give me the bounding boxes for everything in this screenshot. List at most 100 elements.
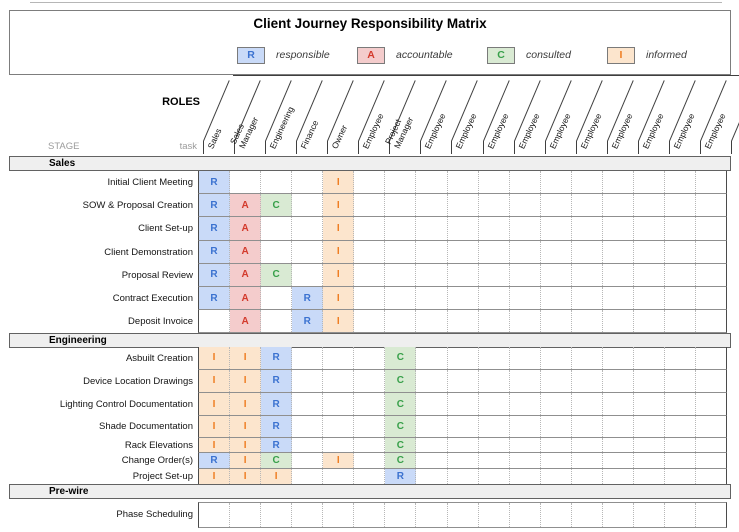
raci-mark-c: C [272, 269, 280, 281]
matrix-cell [261, 286, 293, 310]
raci-mark-i: I [212, 398, 216, 410]
task-row: SOW & Proposal Creation R A C I [0, 194, 739, 218]
raci-mark-i: I [336, 176, 340, 188]
matrix-cell: C [385, 438, 417, 453]
header-stub-line [265, 141, 267, 154]
raci-mark-r: R [210, 199, 218, 211]
matrix-cell [572, 217, 603, 240]
role-header-sales-manager: Sales Manager [227, 115, 260, 150]
raci-mark-a: A [241, 199, 249, 211]
matrix-cell [261, 217, 293, 240]
header-stub-line [699, 141, 701, 154]
role-header-employee: Employee [609, 111, 635, 150]
raci-mark-r: R [272, 398, 280, 410]
header-top-line [233, 75, 739, 76]
section-banner-engineering: Engineering [9, 333, 731, 349]
header-stub-line [606, 141, 608, 154]
matrix-cell [541, 438, 572, 453]
raci-mark-i: I [212, 470, 216, 482]
matrix-cell [292, 392, 324, 416]
matrix-cell [572, 194, 603, 217]
matrix-cell [572, 438, 603, 453]
matrix-cell: C [385, 453, 417, 469]
raci-mark-i: I [243, 455, 247, 467]
matrix-cell [603, 240, 634, 263]
header-stub-line [327, 141, 329, 154]
matrix-cell [541, 240, 572, 263]
raci-mark-r: R [272, 352, 280, 364]
matrix-cell: I [199, 346, 231, 369]
matrix-cell [448, 286, 479, 310]
raci-mark-r: R [210, 246, 218, 258]
matrix-cell: I [199, 469, 231, 484]
raci-mark-i: I [243, 421, 247, 433]
raci-mark-r: R [272, 421, 280, 433]
section-grid-engineering: Asbuilt Creation I I R C Device Location Draw… [0, 346, 739, 485]
header-stub-line [637, 141, 639, 154]
matrix-cell [448, 416, 479, 438]
matrix-cell: R [199, 453, 231, 469]
matrix-cell: C [385, 369, 417, 392]
legend-label-consulted: consulted [526, 49, 571, 61]
matrix-cell: I [261, 469, 293, 484]
matrix-cell [448, 392, 479, 416]
roles-corner-label: ROLES [162, 96, 200, 108]
matrix-cell [541, 453, 572, 469]
raci-mark-c: C [396, 398, 405, 410]
matrix-cell: R [261, 346, 293, 369]
header-stub-line [203, 141, 204, 154]
matrix-cell: I [323, 240, 355, 263]
section-grid-pre-wire: Phase Scheduling [0, 501, 739, 528]
matrix-cell [479, 240, 510, 263]
raci-mark-c: C [396, 421, 405, 433]
matrix-cell [510, 369, 541, 392]
matrix-cell [448, 263, 479, 286]
matrix-cell: I [230, 369, 262, 392]
matrix-cell [479, 438, 510, 453]
matrix-cell [541, 263, 572, 286]
matrix-cell [634, 346, 665, 369]
matrix-cell [416, 438, 448, 453]
header-stub-line [234, 141, 236, 154]
matrix-cell: I [323, 263, 355, 286]
matrix-cell [510, 392, 541, 416]
matrix-cell [541, 217, 572, 240]
matrix-cell [323, 369, 355, 392]
matrix-cell [603, 438, 634, 453]
matrix-cell [541, 502, 572, 527]
matrix-cell [416, 392, 448, 416]
matrix-cell [510, 453, 541, 469]
raci-mark-i: I [336, 292, 340, 304]
header-stub-line [451, 141, 453, 154]
matrix-cell: C [385, 416, 417, 438]
matrix-cell [603, 416, 634, 438]
raci-mark-i: I [243, 398, 247, 410]
raci-mark-i: I [243, 470, 247, 482]
matrix-cell [696, 287, 726, 309]
task-row: Shade Documentation I I R C [0, 416, 739, 439]
matrix-cell [696, 347, 726, 369]
matrix-cell [603, 392, 634, 416]
raci-mark-c: C [396, 375, 405, 387]
role-header-employee: Employee [422, 111, 448, 150]
legend-label-accountable: accountable [396, 49, 453, 61]
matrix-cell [665, 240, 696, 263]
header-slant-line [731, 80, 739, 142]
matrix-cell [416, 286, 448, 310]
task-row: Change Order(s) R I C I C [0, 453, 739, 470]
matrix-cell [385, 310, 417, 333]
matrix-cell [354, 310, 386, 333]
matrix-cell [479, 346, 510, 369]
matrix-cell [665, 502, 696, 527]
matrix-cell [572, 369, 603, 392]
matrix-cell [603, 453, 634, 469]
matrix-cell [416, 310, 448, 333]
task-label: Contract Execution [112, 292, 193, 304]
matrix-cell: A [230, 263, 262, 286]
matrix-cell: I [230, 453, 262, 469]
